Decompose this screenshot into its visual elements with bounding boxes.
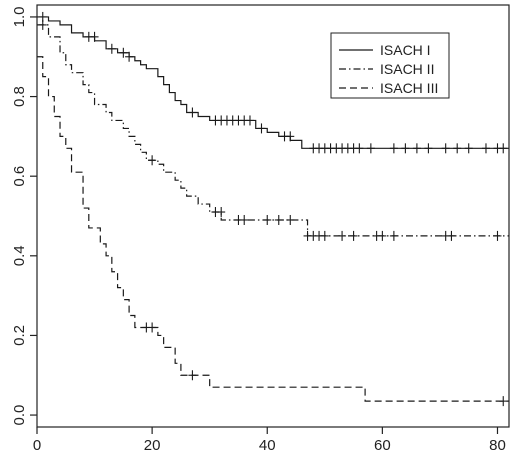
censor-mark-2-7 [263, 214, 272, 225]
censor-mark-1-3 [90, 31, 99, 42]
x-tick-label-60: 60 [374, 437, 391, 454]
censor-mark-1-17 [286, 131, 295, 142]
censor-mark-1-28 [389, 143, 398, 154]
censor-mark-2-2 [148, 155, 157, 166]
censor-mark-2-6 [240, 214, 249, 225]
y-tick-label-0.4: 0.4 [11, 245, 28, 266]
y-tick-label-0: 0.0 [11, 405, 28, 426]
censor-mark-1-26 [355, 143, 364, 154]
x-tick-label-0: 0 [33, 437, 41, 454]
censor-mark-2-20 [447, 230, 456, 241]
censor-mark-1-7 [188, 107, 197, 118]
y-tick-label-0.2: 0.2 [11, 325, 28, 346]
y-tick-label-0.6: 0.6 [11, 166, 28, 187]
censor-mark-2-4 [217, 207, 226, 218]
censor-mark-2-17 [378, 230, 387, 241]
censor-mark-2-9 [286, 214, 295, 225]
axes: 0 20 40 60 80 0.0 0.2 0.4 0.6 0.8 1.0 [11, 7, 506, 454]
legend: ISACH I ISACH II ISACH III [330, 32, 450, 99]
legend-label-2: ISACH II [380, 61, 434, 77]
censor-mark-2-13 [320, 230, 329, 241]
plot-frame [36, 4, 510, 428]
series-line-3 [37, 56, 509, 402]
censor-mark-3-4 [499, 396, 508, 407]
censor-mark-2-14 [338, 230, 347, 241]
censor-mark-2-15 [349, 230, 358, 241]
legend-label-1: ISACH I [380, 42, 431, 58]
censor-mark-1-6 [125, 51, 134, 62]
y-tick-label-0.8: 0.8 [11, 86, 28, 107]
censor-mark-2-8 [274, 214, 283, 225]
legend-label-3: ISACH III [380, 80, 438, 96]
legend-box [330, 32, 450, 99]
censor-mark-1-31 [424, 143, 433, 154]
x-tick-label-80: 80 [489, 437, 506, 454]
series-1 [37, 11, 509, 154]
censor-mark-3-2 [148, 322, 157, 333]
censor-mark-1-5 [119, 47, 128, 58]
censor-mark-1-30 [412, 143, 421, 154]
censor-mark-1-33 [453, 143, 462, 154]
censor-mark-2-1 [38, 19, 47, 30]
censor-mark-1-34 [464, 143, 473, 154]
censor-mark-3-3 [188, 370, 197, 381]
x-tick-label-20: 20 [144, 437, 161, 454]
censor-mark-2-21 [493, 230, 502, 241]
y-tick-label-1: 1.0 [11, 7, 28, 28]
series-line-2 [37, 24, 509, 237]
censor-mark-1-14 [245, 115, 254, 126]
censor-mark-1-27 [366, 143, 375, 154]
censor-mark-1-29 [401, 143, 410, 154]
series-3 [37, 56, 509, 407]
censor-mark-1-4 [107, 43, 116, 54]
series-layer [37, 11, 509, 407]
censor-mark-1-15 [257, 123, 266, 134]
censor-mark-1-37 [499, 143, 508, 154]
censor-mark-1-35 [481, 143, 490, 154]
censor-mark-1-32 [441, 143, 450, 154]
series-2 [37, 19, 509, 241]
censor-mark-2-18 [389, 230, 398, 241]
x-tick-label-40: 40 [259, 437, 276, 454]
